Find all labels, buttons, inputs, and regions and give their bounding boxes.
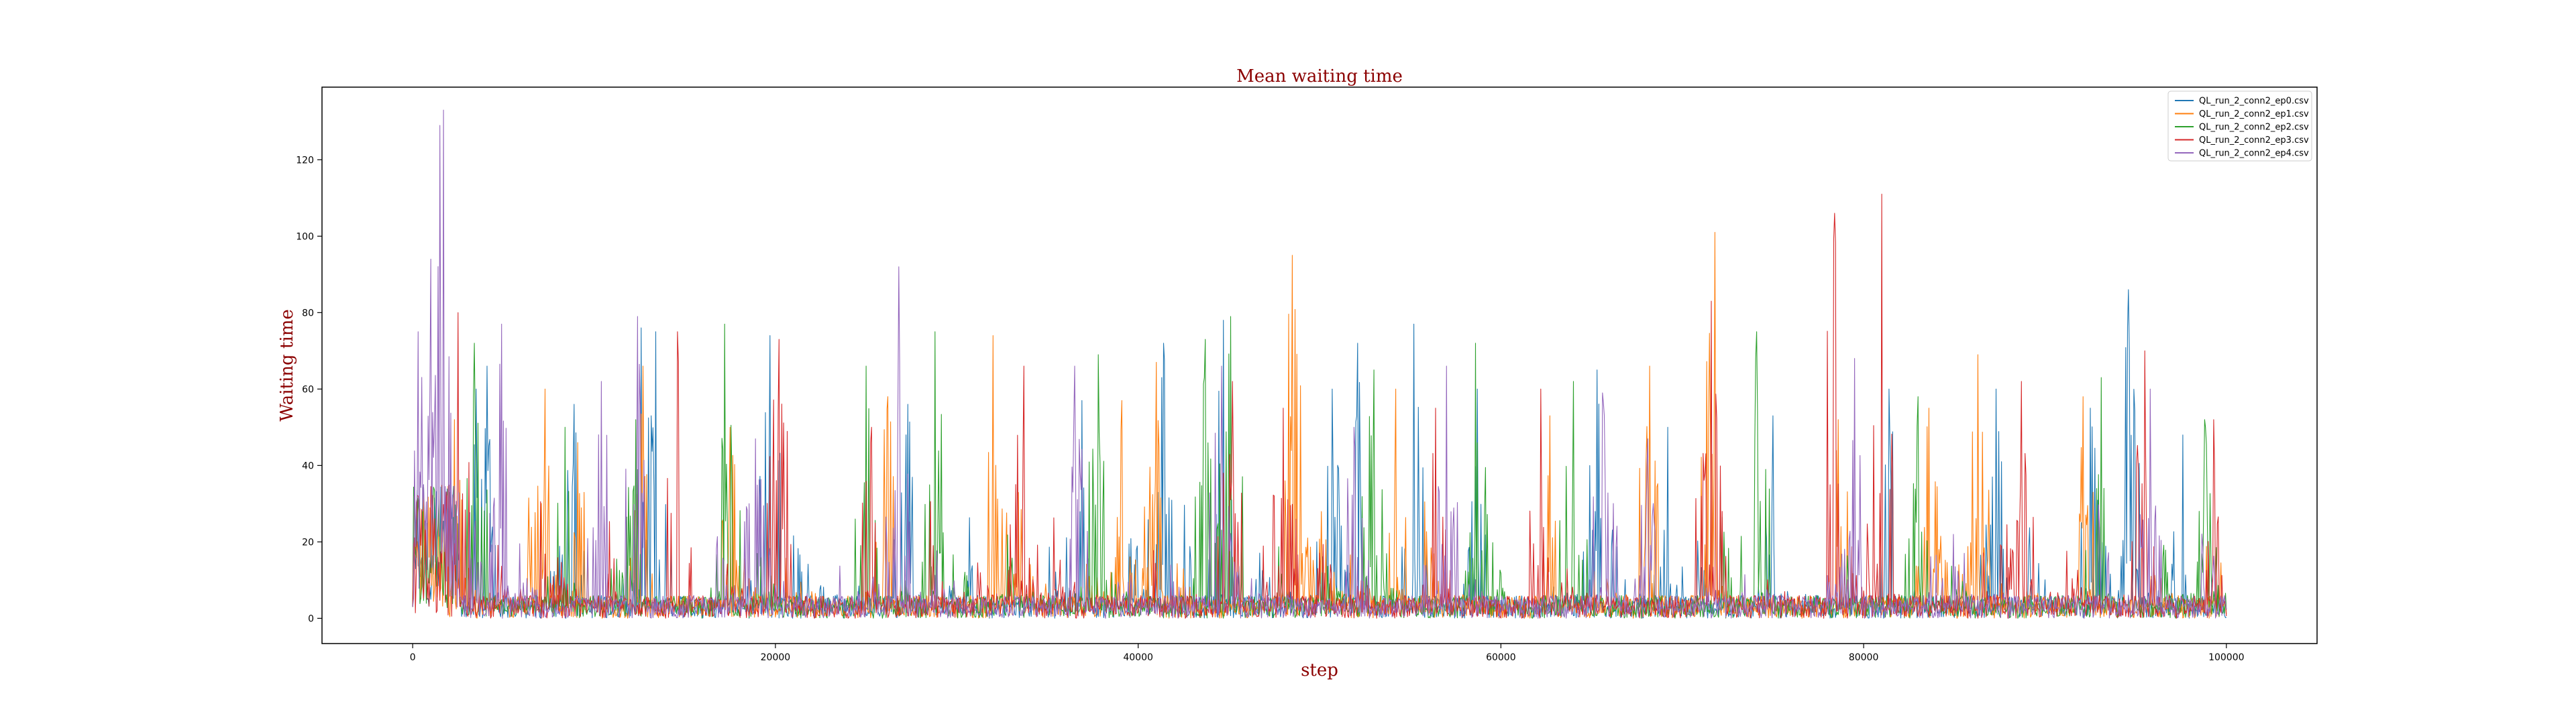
plot-frame [321, 86, 2318, 644]
x-axis-ticks: 0 20000 40000 60000 80000 100000 [410, 644, 2245, 663]
x-tick-label: 100000 [2208, 652, 2244, 663]
y-tick-label: 20 [302, 537, 314, 548]
x-tick-label: 0 [410, 652, 416, 663]
y-tick-label: 120 [296, 155, 314, 166]
y-tick-label: 80 [302, 308, 314, 318]
legend: QL_run_2_conn2_ep0.csv QL_run_2_conn2_ep1… [2167, 90, 2312, 162]
legend-entry: QL_run_2_conn2_ep1.csv [2199, 109, 2309, 119]
x-tick-label: 40000 [1123, 652, 1153, 663]
legend-entry: QL_run_2_conn2_ep2.csv [2199, 123, 2309, 133]
series-line-4 [412, 109, 2227, 619]
chart-title: Mean waiting time [1236, 66, 1403, 86]
y-axis-label: Waiting time [277, 309, 297, 422]
x-tick-label: 60000 [1486, 652, 1516, 663]
y-tick-label: 60 [302, 384, 314, 395]
legend-entry: QL_run_2_conn2_ep4.csv [2199, 149, 2309, 159]
y-tick-label: 0 [308, 613, 314, 624]
y-tick-label: 100 [296, 231, 314, 242]
x-axis-label: step [1301, 660, 1338, 680]
legend-entry: QL_run_2_conn2_ep0.csv [2199, 97, 2309, 107]
x-tick-label: 20000 [761, 652, 791, 663]
y-axis-ticks: 0 20 40 60 80 100 120 [296, 155, 322, 624]
x-tick-label: 80000 [1849, 652, 1879, 663]
legend-entry: QL_run_2_conn2_ep3.csv [2199, 135, 2309, 145]
y-tick-label: 40 [302, 461, 314, 471]
legend-frame [2167, 90, 2312, 162]
plot-lines [412, 109, 2227, 619]
